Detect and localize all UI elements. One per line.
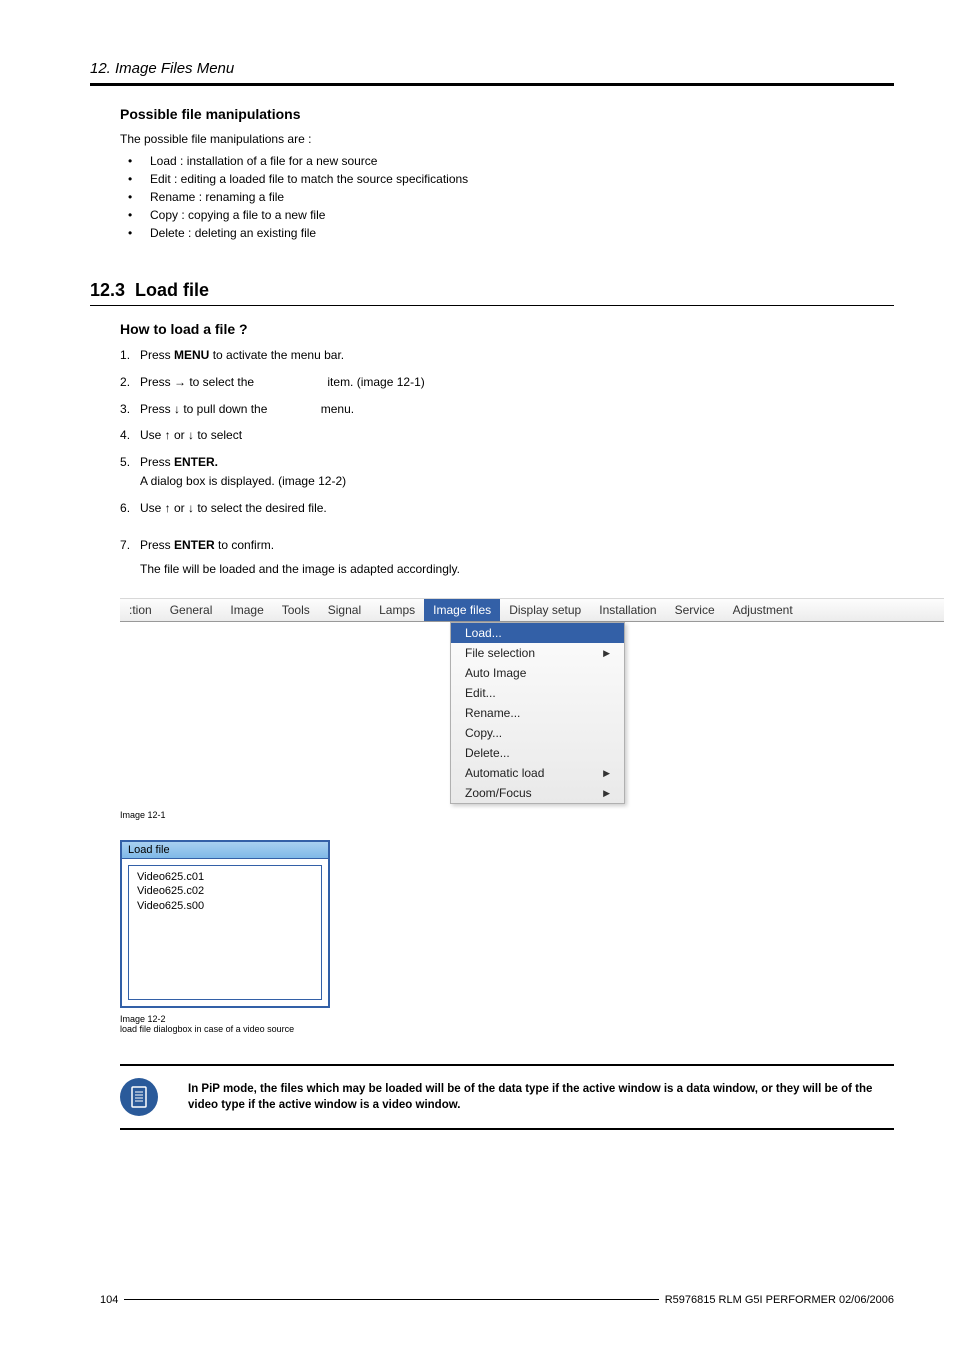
step-text: A dialog box is displayed. (image 12-2) <box>140 473 894 490</box>
menubar-item[interactable]: Tools <box>273 603 319 617</box>
menubar-item[interactable]: Service <box>666 603 724 617</box>
step-bold: ENTER <box>174 538 215 552</box>
dropdown-item[interactable]: File selection▶ <box>451 643 624 663</box>
manipulations-list: Load : installation of a file for a new … <box>120 154 894 240</box>
list-item: Copy : copying a file to a new file <box>120 208 894 222</box>
dropdown-item[interactable]: Zoom/Focus▶ <box>451 783 624 803</box>
step-text: Press <box>140 455 174 469</box>
howto-subsection: How to load a file ? Press MENU to activ… <box>60 321 894 578</box>
step-bold: MENU <box>174 348 209 362</box>
image-caption-1: Image 12-1 <box>120 810 894 820</box>
dialog-file: Video625.s00 <box>137 899 313 913</box>
menubar-screenshot: :tionGeneralImageToolsSignalLampsImage f… <box>120 598 944 804</box>
menubar-item[interactable]: Lamps <box>370 603 424 617</box>
steps-list: Press MENU to activate the menu bar. Pre… <box>120 347 894 578</box>
step-2: Press → to select the item. (image 12-1) <box>120 374 894 391</box>
menubar-item[interactable]: Image <box>221 603 272 617</box>
dropdown-item[interactable]: Automatic load▶ <box>451 763 624 783</box>
step-text: Press → to select the <box>140 375 257 389</box>
step-text: item. (image 12-1) <box>327 375 424 389</box>
dialog-title: Load file <box>122 842 328 859</box>
dropdown-item[interactable]: Delete... <box>451 743 624 763</box>
dropdown-item[interactable]: Copy... <box>451 723 624 743</box>
step-after: The file will be loaded and the image is… <box>140 561 894 578</box>
menubar: :tionGeneralImageToolsSignalLampsImage f… <box>120 598 944 622</box>
menubar-item[interactable]: General <box>161 603 222 617</box>
list-item: Delete : deleting an existing file <box>120 226 894 240</box>
note-text: In PiP mode, the files which may be load… <box>188 1081 894 1114</box>
doc-id: R5976815 RLM G5I PERFORMER 02/06/2006 <box>665 1294 894 1306</box>
footer-rule <box>124 1299 658 1300</box>
caption-line: load file dialogbox in case of a video s… <box>120 1024 294 1034</box>
page-number: 104 <box>100 1294 118 1306</box>
note-box: In PiP mode, the files which may be load… <box>120 1064 894 1130</box>
page-header: 12. Image Files Menu <box>60 60 894 77</box>
step-3: Press ↓ to pull down the menu. <box>120 401 894 418</box>
menubar-item[interactable]: :tion <box>120 603 161 617</box>
section-title: Load file <box>135 280 209 301</box>
submenu-arrow-icon: ▶ <box>603 788 610 799</box>
dropdown-menu: Load...File selection▶Auto ImageEdit...R… <box>450 622 625 804</box>
list-item: Rename : renaming a file <box>120 190 894 204</box>
step-1: Press MENU to activate the menu bar. <box>120 347 894 364</box>
section-header: 12.3 Load file <box>60 280 894 301</box>
load-file-dialog: Load file Video625.c01 Video625.c02 Vide… <box>120 840 330 1008</box>
step-bold: ENTER. <box>174 455 218 469</box>
dropdown-item[interactable]: Rename... <box>451 703 624 723</box>
menubar-item[interactable]: Installation <box>590 603 665 617</box>
section-number: 12.3 <box>90 280 125 301</box>
list-item: Edit : editing a loaded file to match th… <box>120 172 894 186</box>
section-rule <box>90 305 894 306</box>
image-caption-2: Image 12-2 load file dialogbox in case o… <box>120 1014 894 1034</box>
dropdown-item[interactable]: Edit... <box>451 683 624 703</box>
dropdown-item[interactable]: Auto Image <box>451 663 624 683</box>
step-text: menu. <box>321 402 354 416</box>
dialog-file: Video625.c01 <box>137 870 313 884</box>
submenu-arrow-icon: ▶ <box>603 768 610 779</box>
menubar-item[interactable]: Display setup <box>500 603 590 617</box>
page-footer: 104 R5976815 RLM G5I PERFORMER 02/06/200… <box>100 1294 894 1306</box>
dropdown-item[interactable]: Load... <box>451 623 624 643</box>
step-7: Press ENTER to confirm. The file will be … <box>120 537 894 579</box>
dialog-body: Video625.c01 Video625.c02 Video625.s00 <box>128 865 322 1000</box>
step-4: Use ↑ or ↓ to select <box>120 427 894 444</box>
submenu-arrow-icon: ▶ <box>603 648 610 659</box>
menubar-item[interactable]: Image files <box>424 599 500 621</box>
dialog-file: Video625.c02 <box>137 884 313 898</box>
subsection-intro: The possible file manipulations are : <box>120 132 894 146</box>
dialog-screenshot: Load file Video625.c01 Video625.c02 Vide… <box>120 840 894 1008</box>
menubar-item[interactable]: Adjustment <box>724 603 802 617</box>
step-text: Press <box>140 538 174 552</box>
step-text: Press ↓ to pull down the <box>140 402 271 416</box>
step-text: Press <box>140 348 174 362</box>
subsection-title: Possible file manipulations <box>120 106 894 122</box>
caption-line: Image 12-2 <box>120 1014 166 1024</box>
howto-title: How to load a file ? <box>120 321 894 337</box>
step-5: Press ENTER. A dialog box is displayed. (… <box>120 454 894 490</box>
step-text: to confirm. <box>215 538 274 552</box>
note-icon <box>120 1078 158 1116</box>
menubar-item[interactable]: Signal <box>319 603 370 617</box>
list-item: Load : installation of a file for a new … <box>120 154 894 168</box>
header-rule <box>90 83 894 86</box>
step-text: to activate the menu bar. <box>209 348 344 362</box>
step-6: Use ↑ or ↓ to select the desired file. <box>120 500 894 517</box>
subsection-manipulations: Possible file manipulations The possible… <box>60 106 894 240</box>
